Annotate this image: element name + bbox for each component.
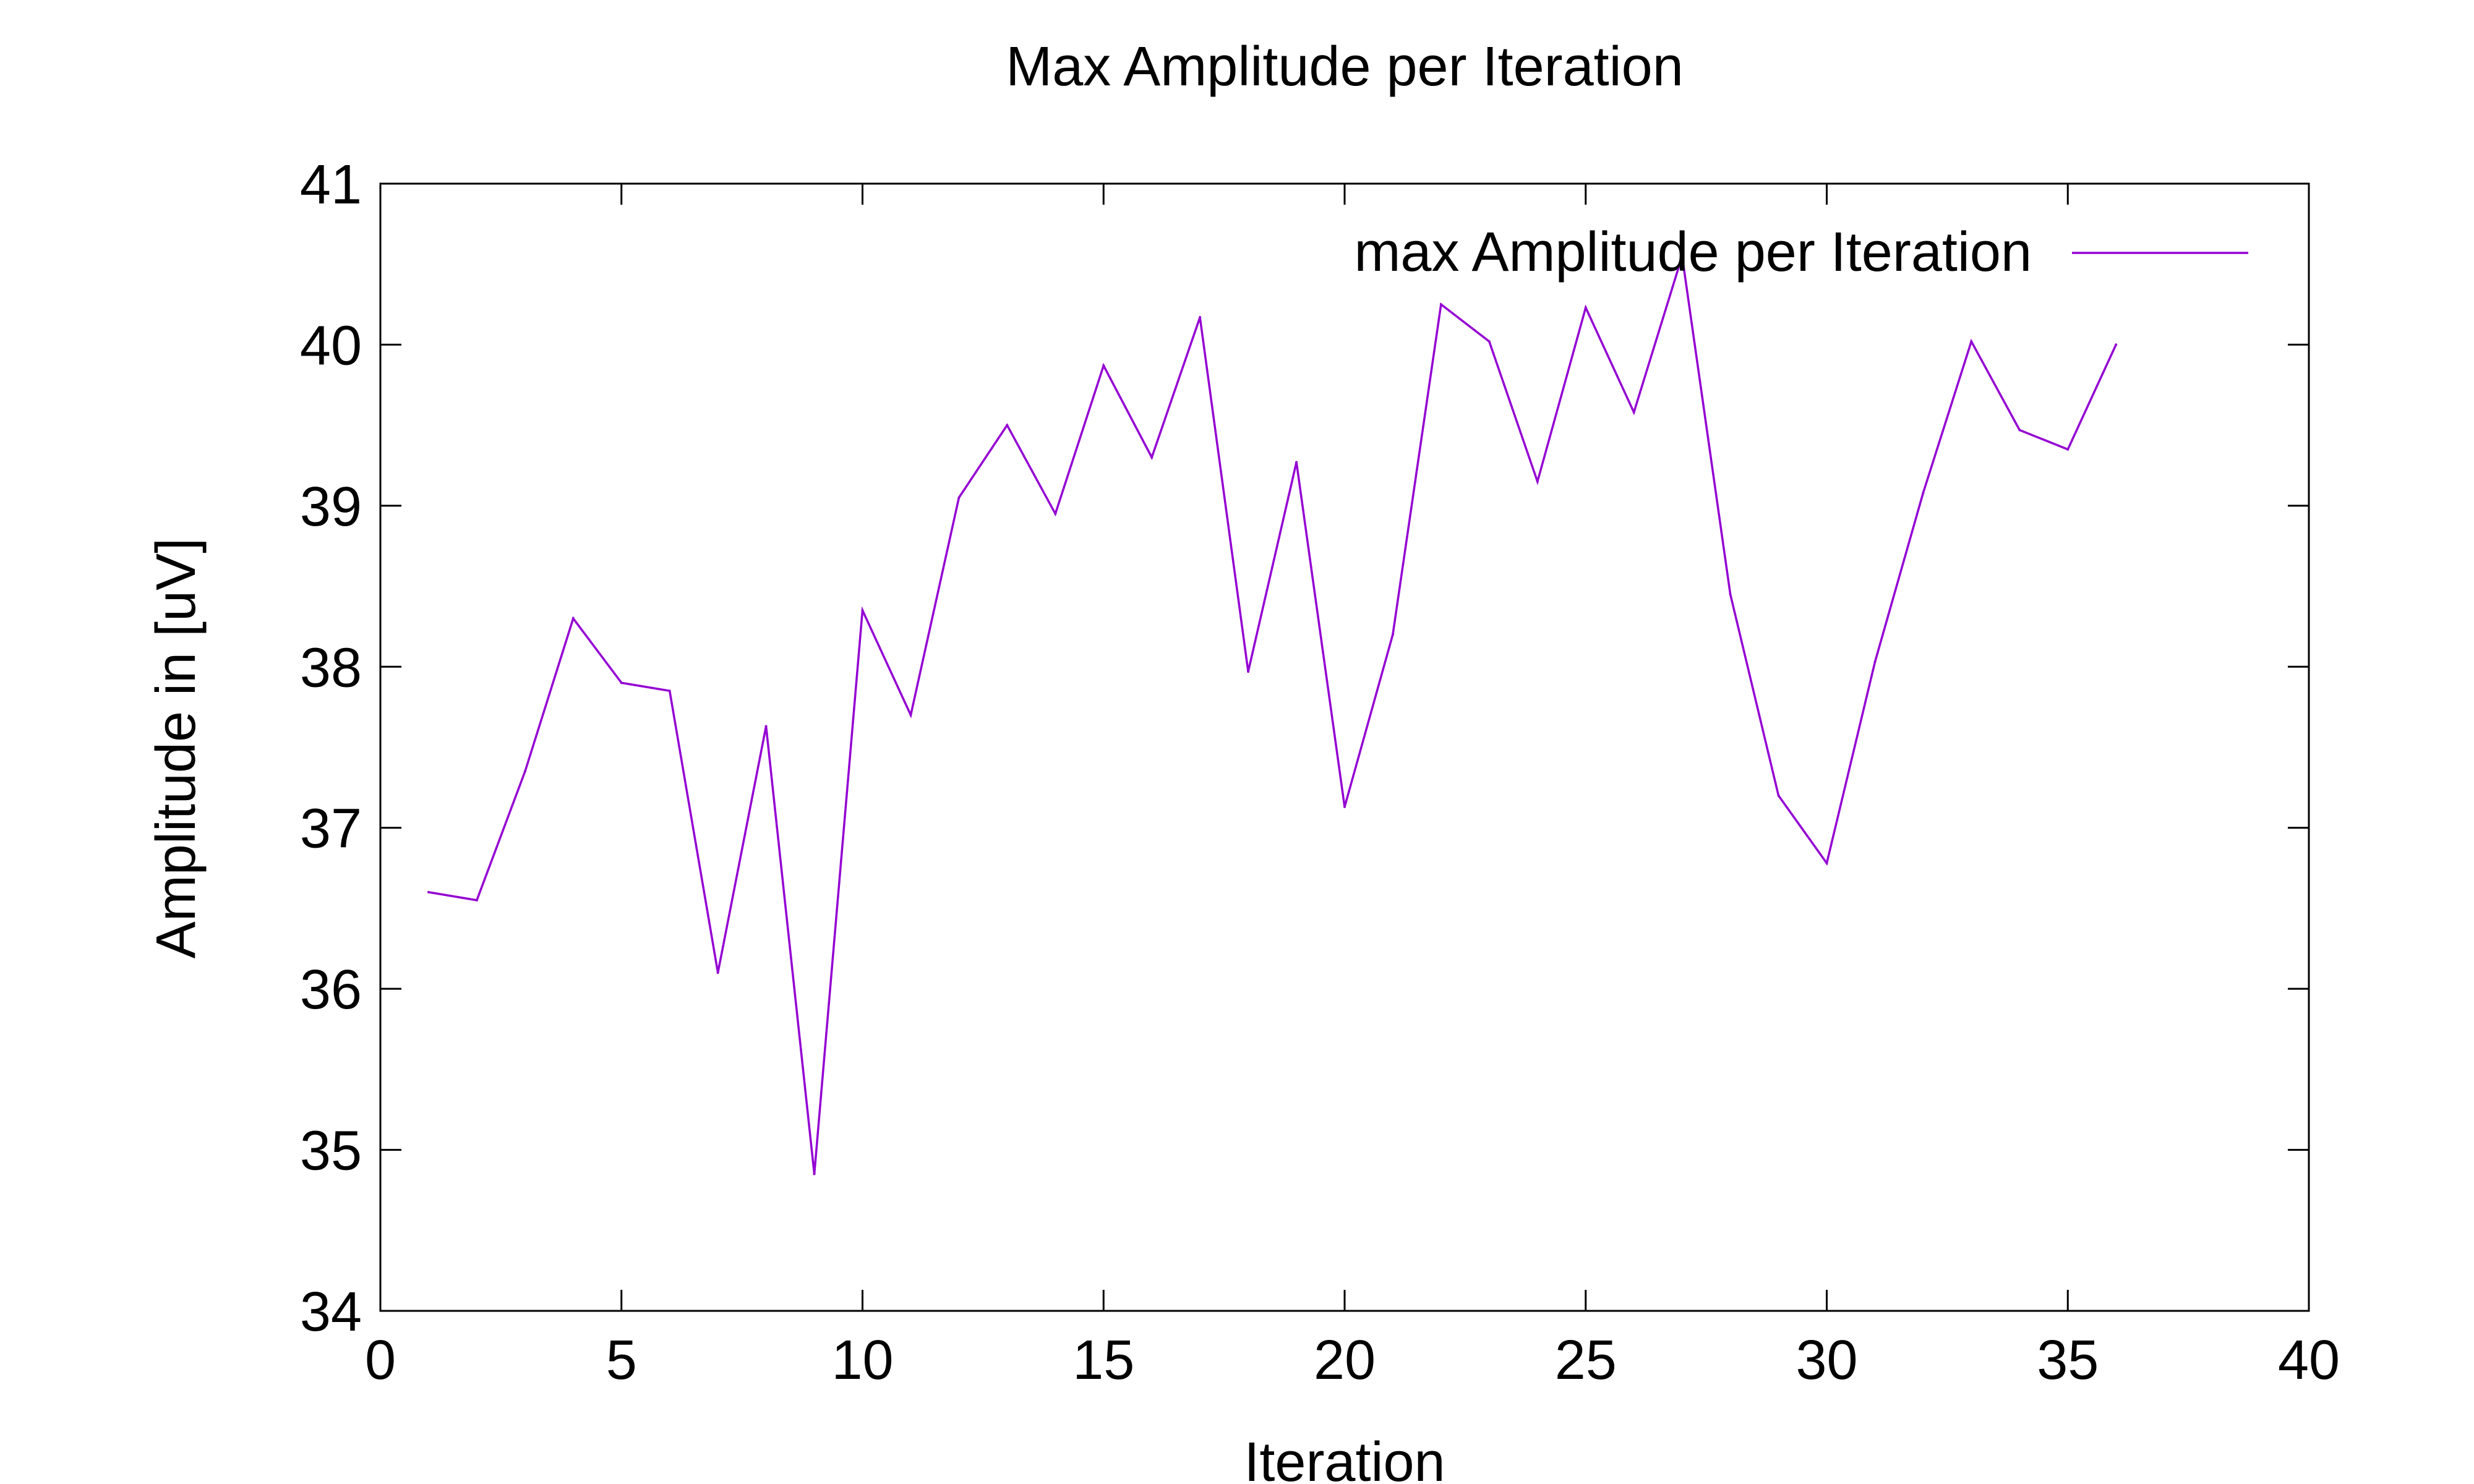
data-point [475,898,478,902]
x-tick-label: 40 [2278,1329,2340,1391]
data-point [716,971,719,974]
data-point [1873,660,1877,663]
x-tick-label: 15 [1072,1329,1134,1391]
data-point [1487,340,1491,343]
y-tick-label: 36 [300,959,362,1021]
data-point [1439,303,1442,306]
x-tick-label: 20 [1314,1329,1376,1391]
y-tick-label: 35 [300,1120,362,1182]
y-tick-label: 39 [300,476,362,538]
data-point [1199,316,1202,319]
y-tick-label: 38 [300,637,362,699]
series-group [427,255,2118,1175]
data-point [1825,862,1828,865]
data-point [957,496,961,499]
legend: max Amplitude per Iteration [1354,221,2248,283]
x-axis-label: Iteration [1244,1431,1445,1484]
data-point [1102,364,1105,367]
data-point [1247,670,1250,673]
legend-label: max Amplitude per Iteration [1354,221,2032,283]
data-point [2115,343,2118,346]
data-point [1729,593,1732,596]
data-point [427,890,430,893]
data-point [909,714,912,717]
x-tick-label: 25 [1555,1329,1617,1391]
data-point [523,770,526,773]
x-tick-label: 5 [606,1329,637,1391]
data-point [620,681,623,684]
y-axis-label: Amplitude in [uV] [145,538,207,958]
data-point [2018,429,2021,432]
data-point [1777,794,1780,797]
data-point [1536,480,1539,483]
series-line [428,255,2117,1174]
data-point [1632,411,1635,414]
data-point [1150,456,1154,459]
y-tick-label: 40 [300,315,362,377]
plot-border [379,182,2310,1312]
y-axis-ticks: 34 35 36 37 38 39 40 41 [300,154,2309,1343]
data-point [1970,340,1973,343]
data-point [813,1172,816,1175]
x-axis-ticks: 0 5 10 15 20 25 30 35 40 [365,184,2340,1391]
data-point [861,609,864,612]
data-point [1391,633,1394,636]
y-tick-label: 34 [300,1281,362,1343]
x-tick-label: 35 [2037,1329,2099,1391]
data-point [1054,512,1057,515]
data-point [764,725,768,728]
data-point [571,617,575,620]
plot-frame [379,182,2310,1312]
data-point [1584,306,1587,309]
x-tick-label: 0 [365,1329,396,1391]
y-tick-label: 37 [300,798,362,860]
data-point [1295,461,1298,464]
data-point [2066,448,2070,451]
data-point [1006,424,1009,427]
data-point [668,689,671,693]
chart-title: Max Amplitude per Iteration [1006,36,1684,98]
x-tick-label: 10 [831,1329,893,1391]
data-point [1922,492,1925,495]
data-point [1343,805,1346,808]
y-tick-label: 41 [300,154,362,216]
x-tick-label: 30 [1796,1329,1857,1391]
data-point [1680,255,1684,258]
